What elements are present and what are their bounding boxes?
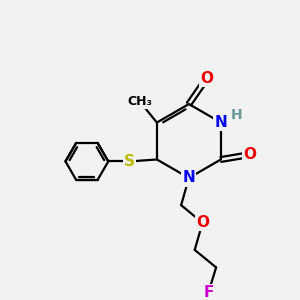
Text: F: F bbox=[203, 285, 214, 300]
Text: O: O bbox=[200, 71, 213, 86]
Text: N: N bbox=[214, 115, 227, 130]
Text: N: N bbox=[182, 170, 195, 185]
Text: O: O bbox=[196, 215, 209, 230]
Text: S: S bbox=[124, 154, 135, 169]
Text: O: O bbox=[244, 147, 256, 162]
Text: H: H bbox=[231, 108, 242, 122]
Text: CH₃: CH₃ bbox=[127, 94, 152, 108]
